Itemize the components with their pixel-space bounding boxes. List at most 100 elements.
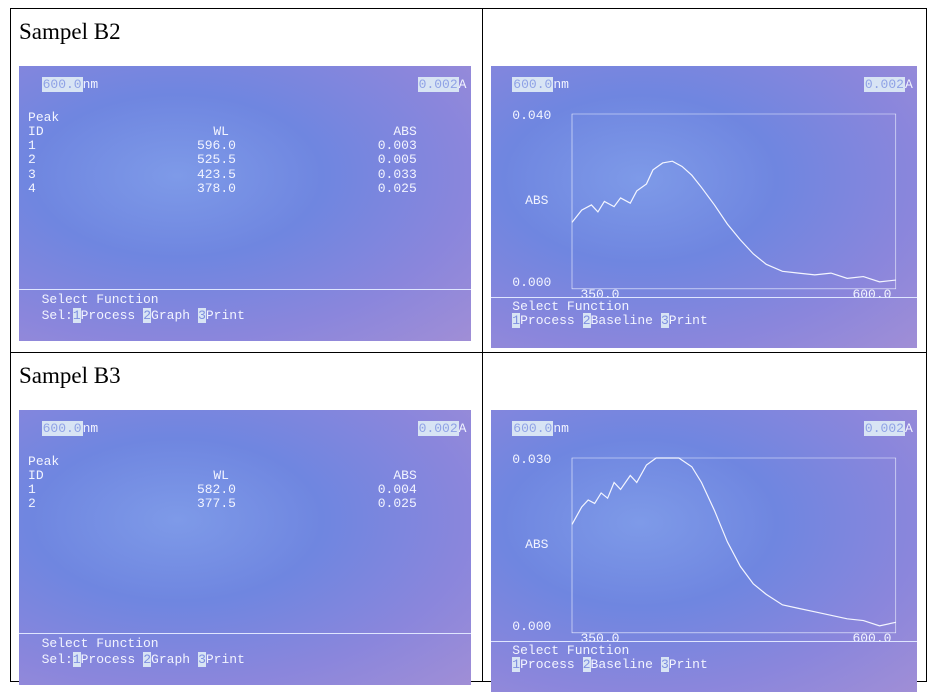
sample-label: Sampel B2 xyxy=(19,19,121,44)
wavelength-unit: nm xyxy=(553,77,569,93)
wavelength-unit: nm xyxy=(553,421,569,437)
sample-label: Sampel B3 xyxy=(19,363,121,388)
peak-wl: 525.5 xyxy=(196,152,236,168)
peak-label: Peak xyxy=(28,110,60,125)
wavelength-display: 600.0nm xyxy=(512,421,569,437)
menu-key: 2 xyxy=(143,308,152,323)
menu-label: Print xyxy=(205,652,245,667)
absorbance-display: 0.002A xyxy=(863,77,913,93)
absorbance-unit: A xyxy=(904,421,913,437)
plot-frame xyxy=(572,114,896,289)
peak-id: 1 xyxy=(28,481,36,497)
footer-text: Select Function xyxy=(512,642,630,658)
peak-abs: 0.025 xyxy=(377,181,417,197)
x-min-label: 350.0 xyxy=(580,631,620,647)
peak-id: 4 xyxy=(28,181,36,197)
peak-wl: 378.0 xyxy=(196,181,236,197)
absorbance-value: 0.002 xyxy=(863,421,905,437)
wavelength-value: 600.0 xyxy=(41,421,83,436)
peak-wl: 377.5 xyxy=(196,496,236,512)
y-min-label: 0.000 xyxy=(512,618,552,634)
absorbance-unit: A xyxy=(904,77,913,93)
peak-abs: 0.005 xyxy=(377,152,417,168)
footer-rule xyxy=(491,641,917,643)
peak-table-screen: 600.0nm 0.002A Peak ID WL ABS 1 582.0 0.004 2 377.… xyxy=(19,410,471,685)
plot-frame xyxy=(572,458,896,633)
peak-id: 3 xyxy=(28,166,36,182)
x-max-label: 600.0 xyxy=(852,631,892,647)
menu-key: 2 xyxy=(582,312,591,328)
footer-rule xyxy=(19,632,471,634)
y-max-label: 0.040 xyxy=(512,108,552,124)
absorbance-value: 0.002 xyxy=(417,77,459,92)
menu-key: 3 xyxy=(660,656,669,672)
peak-wl: 582.0 xyxy=(196,481,236,497)
id-label: ID xyxy=(28,467,44,483)
peak-id: 2 xyxy=(28,152,36,168)
y-max-label: 0.030 xyxy=(512,452,552,468)
menu: 1Process 2Baseline 3Print xyxy=(512,312,715,328)
peak-abs: 0.033 xyxy=(377,166,417,182)
graph-screen: 600.0nm 0.002A 0.030 ABS 0.000 350.0 600.0 Sele… xyxy=(491,410,917,692)
wl-label: WL xyxy=(213,467,229,483)
menu-key: 2 xyxy=(143,652,152,667)
menu-label: Process xyxy=(520,656,575,672)
peak-label: Peak xyxy=(28,454,60,469)
wavelength-display: 600.0nm xyxy=(41,77,99,92)
menu-label: Graph xyxy=(151,308,191,323)
spectrum-curve xyxy=(572,161,896,282)
graph-plot xyxy=(572,114,896,289)
graph-plot xyxy=(572,458,896,633)
abs-label: ABS xyxy=(393,123,417,139)
menu-label: Print xyxy=(205,308,245,323)
menu-key: 1 xyxy=(72,652,81,667)
menu-key: 1 xyxy=(72,308,81,323)
peak-id: 1 xyxy=(28,137,36,153)
wl-label: WL xyxy=(213,123,229,139)
x-max-label: 600.0 xyxy=(852,287,892,303)
graph-screen: 600.0nm 0.002A 0.040 ABS 0.000 350.0 600.0 Sele… xyxy=(491,66,917,348)
menu-key: 3 xyxy=(198,652,206,667)
menu-label: Baseline xyxy=(590,312,653,328)
wavelength-unit: nm xyxy=(82,421,99,436)
wavelength-unit: nm xyxy=(82,77,99,92)
wavelength-value: 600.0 xyxy=(512,77,554,93)
spectrum-curve xyxy=(572,458,896,626)
absorbance-value: 0.002 xyxy=(417,421,459,436)
menu-key: 3 xyxy=(198,308,206,323)
cell: Sampel B3 600.0nm 0.002A Peak ID WL ABS 1 582.0 0… xyxy=(10,352,483,685)
menu-key: 2 xyxy=(582,656,591,672)
y-min-label: 0.000 xyxy=(512,274,552,290)
absorbance-value: 0.002 xyxy=(863,77,905,93)
absorbance-display: 0.002A xyxy=(417,77,467,92)
menu-label: Process xyxy=(80,652,136,667)
document-table: Sampel B2 600.0nm 0.002A Peak ID WL ABS 1 596.0 0… xyxy=(10,8,927,692)
y-axis-label: ABS xyxy=(525,192,549,208)
menu-key: 3 xyxy=(660,312,669,328)
absorbance-unit: A xyxy=(458,421,467,436)
absorbance-unit: A xyxy=(458,77,467,92)
wavelength-display: 600.0nm xyxy=(41,421,99,436)
menu-label: Graph xyxy=(151,652,191,667)
cell: 600.0nm 0.002A 0.030 ABS 0.000 350.0 600.0 Sele… xyxy=(482,352,927,692)
menu-label: Process xyxy=(520,312,575,328)
cell: 600.0nm 0.002A 0.040 ABS 0.000 350.0 600.0 Sele… xyxy=(482,8,927,353)
peak-abs: 0.025 xyxy=(377,496,417,512)
peak-abs: 0.004 xyxy=(377,481,417,497)
id-label: ID xyxy=(28,123,44,139)
footer-text: Select Function xyxy=(512,298,630,314)
menu: Sel:1Process 2Graph 3Print xyxy=(42,308,253,323)
footer-rule xyxy=(19,288,471,290)
menu-prefix: Sel: xyxy=(41,652,73,667)
x-min-label: 350.0 xyxy=(580,287,620,303)
peak-id: 2 xyxy=(28,496,36,512)
menu: 1Process 2Baseline 3Print xyxy=(512,656,715,672)
menu-key: 1 xyxy=(512,656,521,672)
peak-abs: 0.003 xyxy=(377,137,417,153)
y-axis-label: ABS xyxy=(525,536,549,552)
menu-label: Print xyxy=(668,656,708,672)
wavelength-value: 600.0 xyxy=(41,77,83,92)
menu: Sel:1Process 2Graph 3Print xyxy=(42,652,253,667)
footer-text: Select Function xyxy=(41,635,159,651)
